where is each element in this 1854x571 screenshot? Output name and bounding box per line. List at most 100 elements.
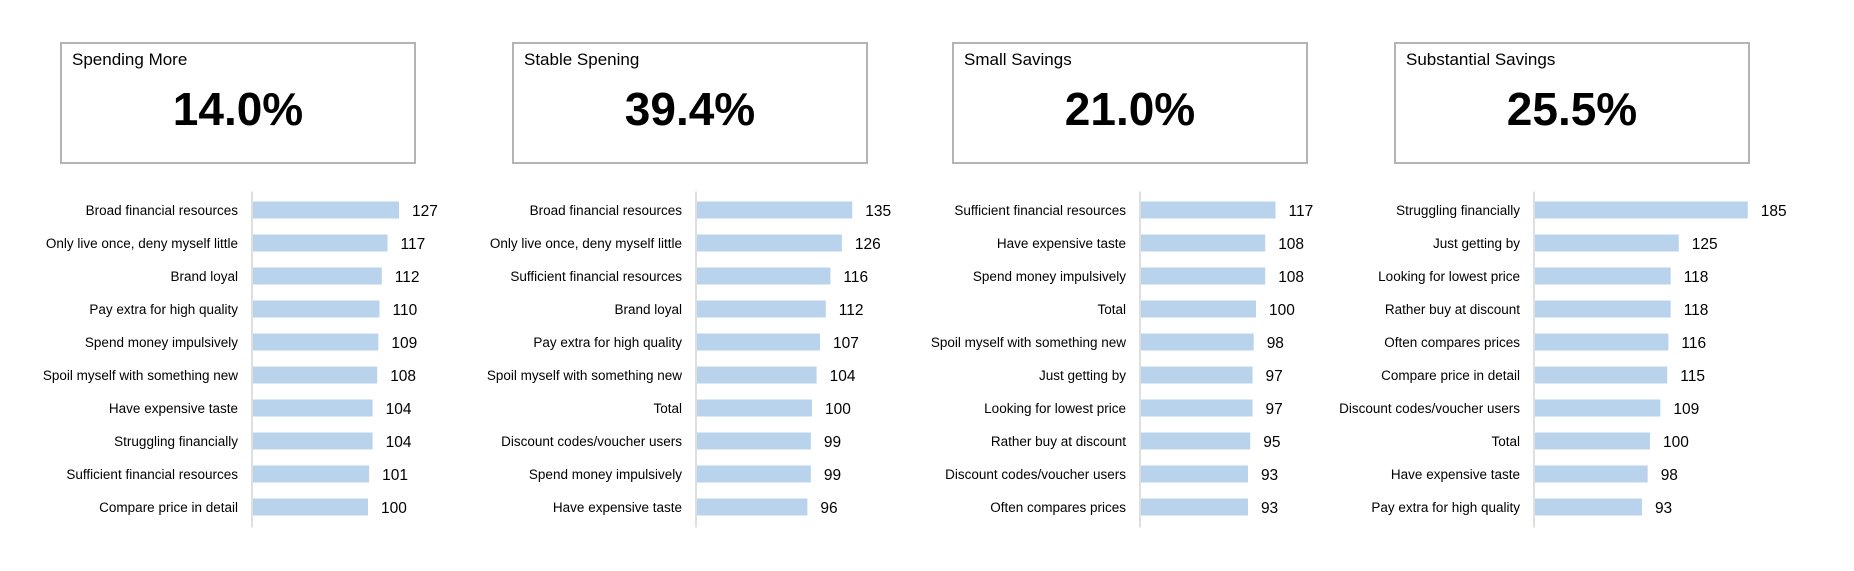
segment-panel-spending-more: Spending More 14.0% Broad financial reso…	[0, 0, 440, 571]
kpi-box: Small Savings 21.0%	[952, 42, 1308, 164]
segment-panel-substantial-savings: Substantial Savings 25.5% Struggling fin…	[1334, 0, 1787, 571]
bar	[1141, 201, 1276, 219]
bar	[1535, 300, 1671, 318]
bar	[253, 432, 373, 450]
bar	[1535, 234, 1679, 252]
category-label: Pay extra for high quality	[89, 302, 238, 317]
data-label: 108	[1278, 269, 1304, 286]
bar	[1535, 399, 1661, 417]
bar	[1141, 465, 1248, 483]
bar	[1141, 366, 1253, 384]
kpi-value: 25.5%	[1506, 83, 1638, 135]
category-label: Have expensive taste	[997, 236, 1126, 251]
category-label: Discount codes/voucher users	[501, 434, 682, 449]
bar	[1535, 366, 1668, 384]
category-label: Broad financial resources	[530, 203, 683, 218]
data-label: 185	[1761, 203, 1787, 220]
category-label: Sufficient financial resources	[510, 269, 682, 284]
category-label: Have expensive taste	[1391, 467, 1520, 482]
bar	[1141, 498, 1248, 516]
kpi-value: 14.0%	[172, 83, 304, 135]
data-label: 116	[843, 269, 868, 286]
segment-panel-stable-spending: Stable Spening 39.4% Broad financial res…	[452, 0, 892, 571]
bar-chart: Broad financial resources 135 Only live on…	[487, 191, 891, 528]
category-label: Brand loyal	[170, 269, 238, 284]
data-label: 125	[1692, 236, 1718, 253]
data-label: 101	[382, 467, 408, 484]
data-label: 115	[1680, 368, 1705, 385]
bar	[1535, 333, 1669, 351]
bar	[1141, 432, 1251, 450]
bar	[1535, 201, 1748, 219]
data-label: 126	[855, 236, 881, 253]
bar	[697, 234, 842, 252]
bar	[253, 267, 382, 285]
data-label: 93	[1261, 467, 1278, 484]
category-label: Often compares prices	[990, 500, 1126, 515]
data-label: 104	[830, 368, 856, 385]
data-label: 117	[401, 236, 426, 253]
category-label: Total	[1097, 302, 1126, 317]
data-label: 99	[824, 434, 841, 451]
category-label: Total	[653, 401, 682, 416]
category-label: Spoil myself with something new	[931, 335, 1126, 350]
bar	[697, 498, 808, 516]
bar	[253, 399, 373, 417]
bar	[697, 300, 826, 318]
data-label: 97	[1266, 368, 1283, 385]
category-label: Total	[1491, 434, 1520, 449]
category-label: Spend money impulsively	[85, 335, 238, 350]
data-label: 98	[1267, 335, 1284, 352]
bar-chart: Struggling financially 185 Just getting by…	[1339, 191, 1787, 528]
kpi-box: Stable Spening 39.4%	[512, 42, 868, 164]
data-label: 108	[1278, 236, 1304, 253]
bar	[697, 465, 811, 483]
category-label: Have expensive taste	[553, 500, 682, 515]
data-label: 93	[1261, 500, 1278, 517]
data-label: 109	[391, 335, 417, 352]
data-label: 127	[412, 203, 438, 220]
bar	[253, 498, 368, 516]
data-label: 104	[386, 434, 412, 451]
data-label: 100	[1663, 434, 1689, 451]
category-label: Looking for lowest price	[984, 401, 1126, 416]
data-label: 96	[820, 500, 837, 517]
category-label: Compare price in detail	[99, 500, 238, 515]
category-label: Sufficient financial resources	[66, 467, 238, 482]
data-label: 97	[1266, 401, 1283, 418]
bar	[253, 465, 370, 483]
category-label: Rather buy at discount	[1385, 302, 1520, 317]
data-label: 98	[1661, 467, 1678, 484]
category-label: Broad financial resources	[86, 203, 239, 218]
bar	[253, 300, 380, 318]
category-label: Spoil myself with something new	[487, 368, 682, 383]
data-label: 100	[381, 500, 407, 517]
bar	[697, 432, 811, 450]
category-label: Spend money impulsively	[973, 269, 1126, 284]
bar	[253, 333, 379, 351]
category-label: Compare price in detail	[1381, 368, 1520, 383]
bar	[697, 366, 817, 384]
kpi-title: Stable Spening	[524, 50, 640, 69]
category-label: Looking for lowest price	[1378, 269, 1520, 284]
category-label: Struggling financially	[114, 434, 238, 449]
data-label: 100	[825, 401, 851, 418]
category-label: Brand loyal	[614, 302, 682, 317]
bar	[1535, 465, 1648, 483]
bar	[1141, 399, 1253, 417]
bar	[697, 333, 821, 351]
bar	[1141, 333, 1254, 351]
bar	[1535, 432, 1650, 450]
data-label: 112	[839, 302, 864, 319]
category-label: Pay extra for high quality	[533, 335, 682, 350]
kpi-value: 21.0%	[1064, 83, 1196, 135]
data-label: 100	[1269, 302, 1295, 319]
data-label: 117	[1289, 203, 1314, 220]
data-label: 108	[390, 368, 416, 385]
kpi-title: Small Savings	[964, 50, 1072, 69]
bar	[697, 399, 812, 417]
kpi-title: Substantial Savings	[1406, 50, 1556, 69]
bar	[1141, 234, 1266, 252]
data-label: 93	[1655, 500, 1672, 517]
data-label: 104	[386, 401, 412, 418]
